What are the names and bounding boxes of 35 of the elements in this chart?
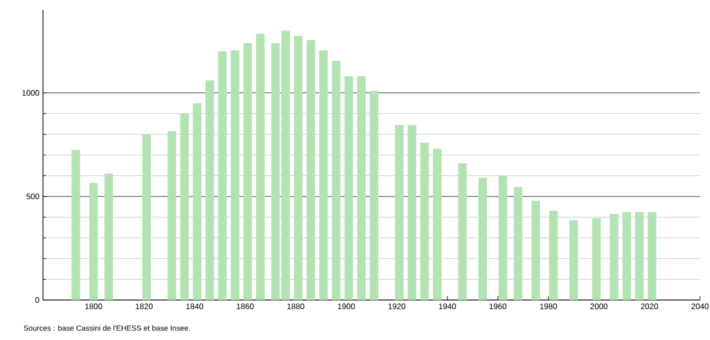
bar xyxy=(648,212,656,300)
bar xyxy=(514,187,522,300)
bar xyxy=(142,134,151,300)
bar xyxy=(635,212,644,300)
bar xyxy=(332,60,340,300)
bar xyxy=(549,210,558,300)
bar xyxy=(168,131,176,300)
bar xyxy=(243,43,252,300)
bar xyxy=(294,36,303,300)
bar xyxy=(256,34,265,300)
bar xyxy=(531,200,540,300)
bar xyxy=(180,114,189,300)
bar xyxy=(218,51,227,300)
bar xyxy=(319,50,328,300)
bar xyxy=(478,178,487,300)
bar xyxy=(205,80,214,300)
bar xyxy=(622,212,632,300)
bar xyxy=(72,150,80,300)
bar xyxy=(104,174,113,300)
bar xyxy=(395,124,404,300)
bar xyxy=(408,124,416,300)
bar xyxy=(230,50,240,300)
bar xyxy=(432,148,442,300)
bar xyxy=(344,76,354,300)
bar xyxy=(610,214,618,300)
bar xyxy=(370,90,378,300)
bar xyxy=(420,142,429,300)
bar xyxy=(89,182,98,300)
bar xyxy=(458,163,467,300)
bar xyxy=(357,76,366,300)
bar xyxy=(192,103,202,300)
bar xyxy=(306,40,316,300)
bar xyxy=(498,176,508,300)
bar xyxy=(569,220,578,300)
bar xyxy=(592,218,601,300)
